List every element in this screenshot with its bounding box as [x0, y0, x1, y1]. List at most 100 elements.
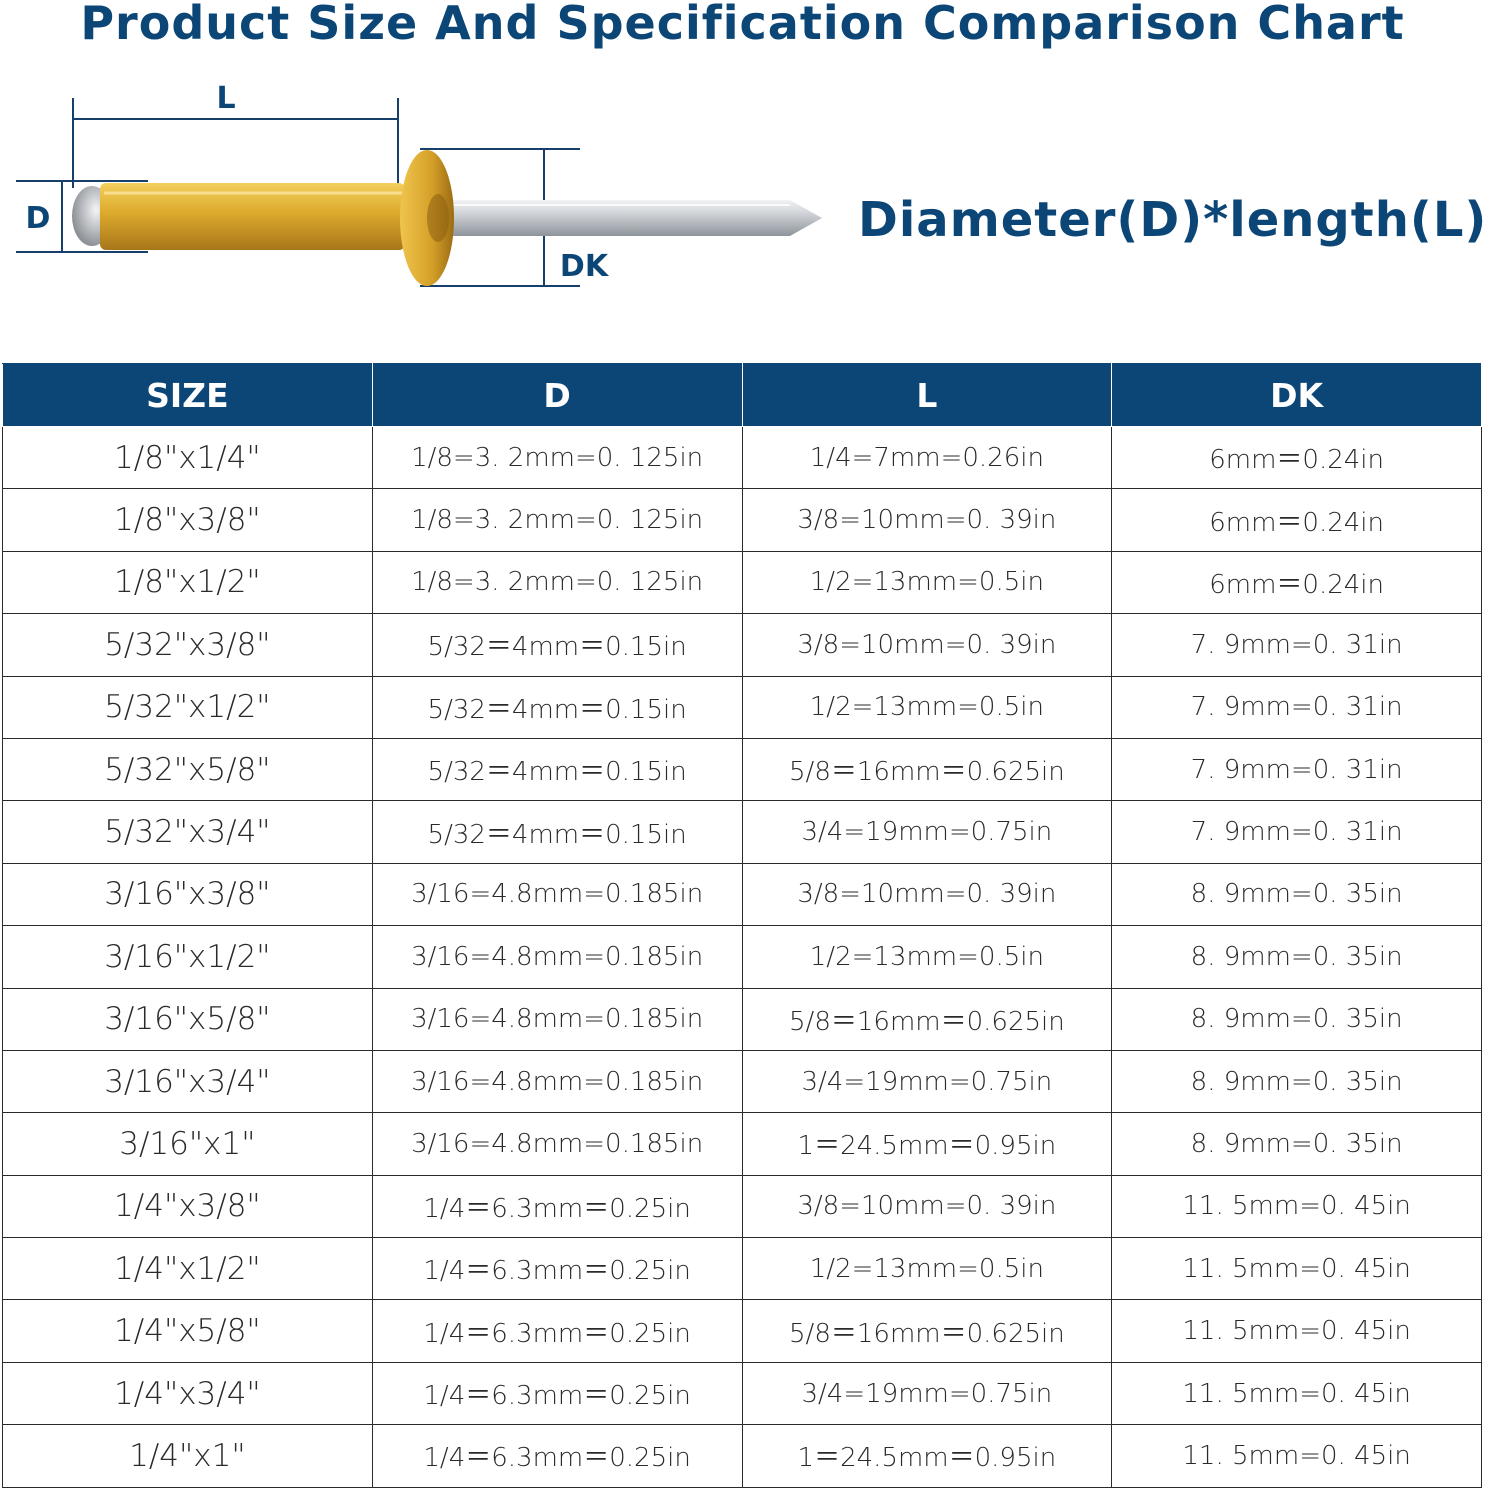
size-cell: 3/16"x5/8": [2, 987, 373, 1051]
table-row: 5/32"x3/8" 5/32＝4mm＝0.15in 3/8=10mm=0. 39i…: [2, 613, 1482, 677]
dk-cell: 6mm＝0.24in: [1111, 550, 1482, 615]
table-row: 5/32"x5/8" 5/32＝4mm＝0.15in 5/8＝16mm＝0.625i…: [2, 737, 1482, 802]
size-cell: 3/16"x1": [2, 1112, 373, 1176]
dk-cell: 7. 9mm=0. 31in: [1111, 800, 1482, 864]
table-row: 3/16"x3/8" 3/16=4.8mm=0.185in 3/8=10mm=0. …: [2, 862, 1482, 927]
table-body: 1/8"x1/4" 1/8=3. 2mm=0. 125in 1/4=7mm=0.26…: [2, 425, 1482, 1488]
d-cell: 3/16=4.8mm=0.185in: [371, 862, 743, 927]
spec-table: SIZE D L DK 1/8"x1/4" 1/8=3. 2mm=0. 125in…: [2, 363, 1482, 1488]
l-cell: 1/4=7mm=0.26in: [741, 425, 1113, 490]
d-cell: 1/8=3. 2mm=0. 125in: [371, 425, 743, 490]
table-row: 3/16"x3/4" 3/16=4.8mm=0.185in 3/4=19mm=0.7…: [2, 1049, 1482, 1114]
dk-cell: 7. 9mm=0. 31in: [1111, 675, 1482, 739]
table-row: 3/16"x5/8" 3/16=4.8mm=0.185in 5/8＝16mm＝0.6…: [2, 987, 1482, 1051]
d-cell: 1/8=3. 2mm=0. 125in: [371, 550, 743, 615]
d-cell: 1/4＝6.3mm＝0.25in: [371, 1237, 743, 1301]
dk-cell: 6mm＝0.24in: [1111, 425, 1482, 490]
dk-cell: 8. 9mm=0. 35in: [1111, 1049, 1482, 1114]
d-cell: 5/32＝4mm＝0.15in: [371, 675, 743, 739]
d-cell: 3/16=4.8mm=0.185in: [371, 987, 743, 1051]
dk-cell: 8. 9mm=0. 35in: [1111, 925, 1482, 989]
table-row: 1/8"x1/2" 1/8=3. 2mm=0. 125in 1/2=13mm=0.5…: [2, 550, 1482, 615]
size-cell: 1/4"x3/8": [2, 1174, 373, 1239]
d-cell: 3/16=4.8mm=0.185in: [371, 1049, 743, 1114]
size-cell: 1/4"x1/2": [2, 1237, 373, 1301]
l-cell: 5/8＝16mm＝0.625in: [741, 737, 1113, 802]
d-cell: 1/4＝6.3mm＝0.25in: [371, 1424, 743, 1488]
l-cell: 3/4=19mm=0.75in: [741, 1361, 1113, 1426]
size-cell: 5/32"x5/8": [2, 737, 373, 802]
size-cell: 1/4"x5/8": [2, 1299, 373, 1363]
column-header-d: D: [371, 363, 743, 427]
table-row: 1/4"x5/8" 1/4＝6.3mm＝0.25in 5/8＝16mm＝0.625i…: [2, 1299, 1482, 1363]
d-cell: 5/32＝4mm＝0.15in: [371, 800, 743, 864]
size-cell: 1/8"x1/2": [2, 550, 373, 615]
l-cell: 1＝24.5mm＝0.95in: [741, 1424, 1113, 1488]
d-cell: 1/4＝6.3mm＝0.25in: [371, 1299, 743, 1363]
l-cell: 1＝24.5mm＝0.95in: [741, 1112, 1113, 1176]
l-cell: 5/8＝16mm＝0.625in: [741, 1299, 1113, 1363]
table-row: 1/4"x3/8" 1/4＝6.3mm＝0.25in 3/8=10mm=0. 39i…: [2, 1174, 1482, 1239]
table-row: 5/32"x1/2" 5/32＝4mm＝0.15in 1/2=13mm=0.5in 7…: [2, 675, 1482, 739]
dk-cell: 6mm＝0.24in: [1111, 488, 1482, 552]
l-cell: 1/2=13mm=0.5in: [741, 1237, 1113, 1301]
l-cell: 3/4=19mm=0.75in: [741, 1049, 1113, 1114]
size-cell: 3/16"x1/2": [2, 925, 373, 989]
diameter-label: D: [26, 201, 51, 236]
table-row: 1/4"x1" 1/4＝6.3mm＝0.25in 1＝24.5mm＝0.95in 11…: [2, 1424, 1482, 1488]
l-cell: 3/8=10mm=0. 39in: [741, 862, 1113, 927]
size-cell: 5/32"x3/4": [2, 800, 373, 864]
table-row: 5/32"x3/4" 5/32＝4mm＝0.15in 3/4=19mm=0.75in…: [2, 800, 1482, 864]
size-cell: 1/8"x1/4": [2, 425, 373, 490]
d-cell: 1/4＝6.3mm＝0.25in: [371, 1361, 743, 1426]
column-header-size: SIZE: [2, 363, 373, 427]
d-cell: 5/32＝4mm＝0.15in: [371, 737, 743, 802]
d-cell: 3/16=4.8mm=0.185in: [371, 1112, 743, 1176]
dk-cell: 8. 9mm=0. 35in: [1111, 1112, 1482, 1176]
size-cell: 1/4"x3/4": [2, 1361, 373, 1426]
l-cell: 1/2=13mm=0.5in: [741, 675, 1113, 739]
size-cell: 3/16"x3/8": [2, 862, 373, 927]
head-diameter-label: DK: [560, 249, 610, 284]
size-cell: 5/32"x1/2": [2, 675, 373, 739]
table-row: 1/4"x3/4" 1/4＝6.3mm＝0.25in 3/4=19mm=0.75in…: [2, 1361, 1482, 1426]
dk-cell: 8. 9mm=0. 35in: [1111, 987, 1482, 1051]
size-formula: Diameter(D)*length(L): [858, 192, 1485, 248]
dk-cell: 11. 5mm=0. 45in: [1111, 1299, 1482, 1363]
l-cell: 3/8=10mm=0. 39in: [741, 1174, 1113, 1239]
size-cell: 5/32"x3/8": [2, 613, 373, 677]
table-header-row: SIZE D L DK: [2, 363, 1482, 427]
dk-cell: 11. 5mm=0. 45in: [1111, 1237, 1482, 1301]
dk-cell: 11. 5mm=0. 45in: [1111, 1174, 1482, 1239]
dk-cell: 7. 9mm=0. 31in: [1111, 613, 1482, 677]
table-row: 3/16"x1/2" 3/16=4.8mm=0.185in 1/2=13mm=0.5…: [2, 925, 1482, 989]
size-cell: 1/4"x1": [2, 1424, 373, 1488]
dk-cell: 7. 9mm=0. 31in: [1111, 737, 1482, 802]
d-cell: 3/16=4.8mm=0.185in: [371, 925, 743, 989]
page-title: Product Size And Specification Compariso…: [80, 0, 1405, 50]
table-row: 1/8"x3/8" 1/8=3. 2mm=0. 125in 3/8=10mm=0. …: [2, 488, 1482, 552]
rivet-diagram: L D DK: [16, 81, 822, 287]
d-cell: 1/8=3. 2mm=0. 125in: [371, 488, 743, 552]
l-cell: 3/4=19mm=0.75in: [741, 800, 1113, 864]
d-cell: 1/4＝6.3mm＝0.25in: [371, 1174, 743, 1239]
l-cell: 1/2=13mm=0.5in: [741, 925, 1113, 989]
d-cell: 5/32＝4mm＝0.15in: [371, 613, 743, 677]
size-cell: 3/16"x3/4": [2, 1049, 373, 1114]
table-row: 1/8"x1/4" 1/8=3. 2mm=0. 125in 1/4=7mm=0.26…: [2, 425, 1482, 490]
column-header-l: L: [741, 363, 1113, 427]
dk-cell: 11. 5mm=0. 45in: [1111, 1361, 1482, 1426]
dk-cell: 11. 5mm=0. 45in: [1111, 1424, 1482, 1488]
dk-cell: 8. 9mm=0. 35in: [1111, 862, 1482, 927]
rivet-head-icon: [400, 150, 454, 286]
size-cell: 1/8"x3/8": [2, 488, 373, 552]
column-header-dk: DK: [1111, 363, 1482, 427]
rivet-body-icon: [72, 183, 405, 250]
l-cell: 5/8＝16mm＝0.625in: [741, 987, 1113, 1051]
table-row: 3/16"x1" 3/16=4.8mm=0.185in 1＝24.5mm＝0.95i…: [2, 1112, 1482, 1176]
length-label: L: [216, 81, 235, 116]
l-cell: 3/8=10mm=0. 39in: [741, 613, 1113, 677]
table-row: 1/4"x1/2" 1/4＝6.3mm＝0.25in 1/2=13mm=0.5in 1…: [2, 1237, 1482, 1301]
rivet-mandrel-icon: [440, 200, 822, 236]
l-cell: 3/8=10mm=0. 39in: [741, 488, 1113, 552]
